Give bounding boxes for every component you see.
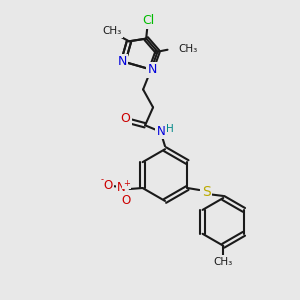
Text: N: N [147, 63, 157, 76]
Text: CH₃: CH₃ [214, 257, 233, 267]
Text: +: + [123, 178, 130, 188]
Text: CH₃: CH₃ [178, 44, 198, 54]
Text: -: - [100, 176, 103, 184]
Text: H: H [166, 124, 174, 134]
Text: O: O [103, 178, 112, 191]
Text: N: N [157, 125, 165, 138]
Text: CH₃: CH₃ [103, 26, 122, 36]
Text: O: O [121, 194, 130, 207]
Text: O: O [120, 112, 130, 125]
Text: N: N [118, 55, 127, 68]
Text: N: N [117, 181, 126, 194]
Text: S: S [202, 185, 211, 199]
Text: Cl: Cl [142, 14, 154, 27]
